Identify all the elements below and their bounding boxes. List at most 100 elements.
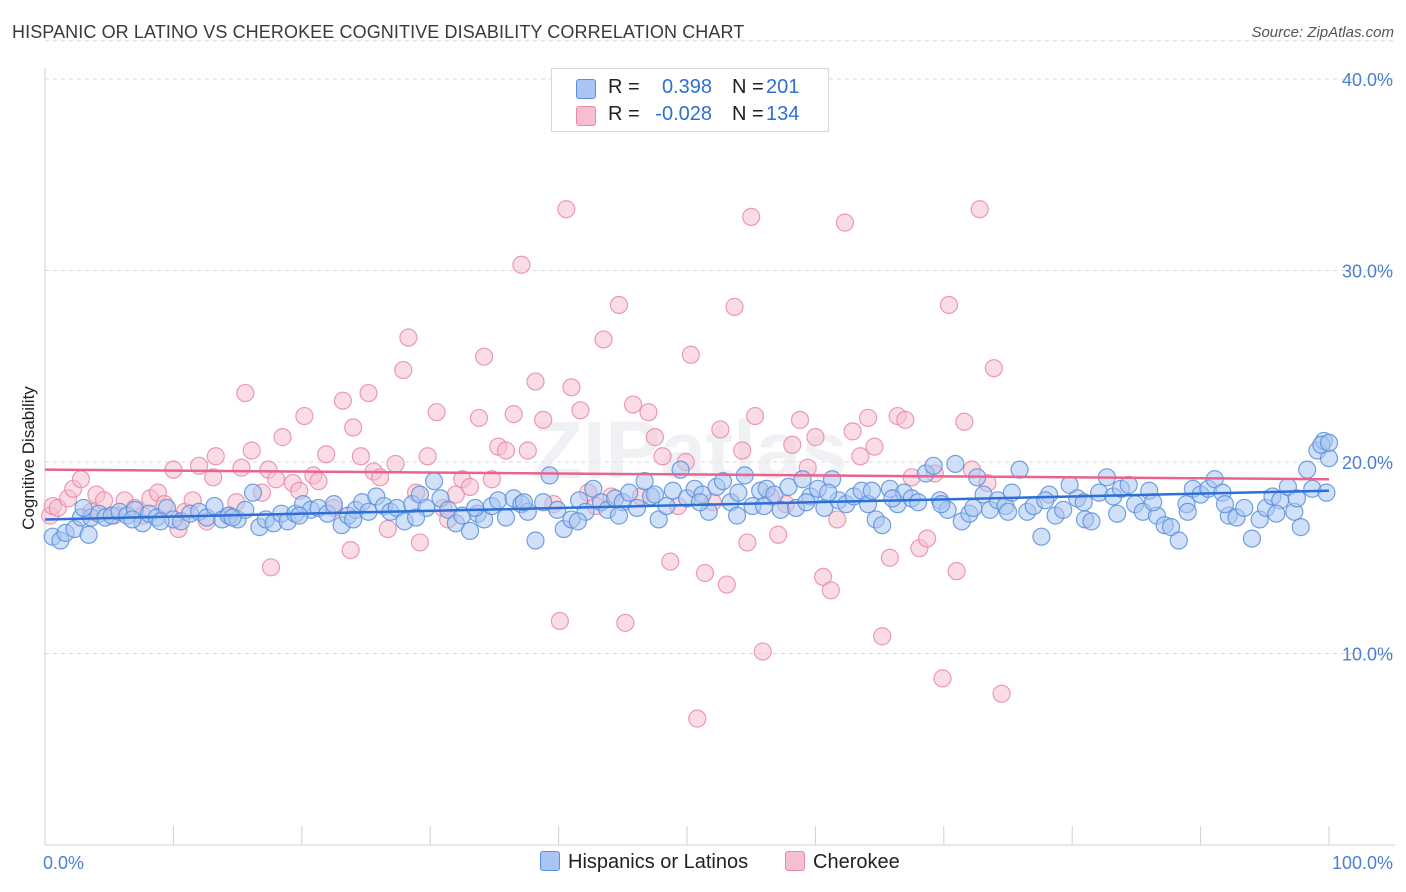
hispanic-point	[123, 510, 142, 529]
cherokee-point	[865, 437, 884, 456]
cherokee-point	[790, 410, 810, 429]
tick-labels: 10.0% 20.0% 30.0% 40.0% 0.0% 100.0%	[43, 70, 1393, 873]
legend-n-label: N =	[732, 76, 764, 98]
cherokee-point	[661, 552, 680, 571]
hispanic-point	[1267, 504, 1286, 523]
cherokee-point	[534, 410, 553, 429]
legend-swatch-blue	[540, 851, 560, 871]
hispanic-point	[1074, 493, 1093, 512]
hispanic-point	[1287, 489, 1307, 508]
legend-r-label: R =	[608, 76, 640, 98]
legend-row-hispanic: R = 0.398 N = 201	[552, 74, 828, 102]
cherokee-point	[236, 383, 255, 403]
cherokee-point	[550, 611, 569, 631]
hispanic-point	[1161, 518, 1181, 537]
cherokee-point	[378, 519, 397, 539]
cherokee-point	[557, 200, 576, 219]
cherokee-point	[71, 470, 91, 489]
cherokee-point	[688, 709, 707, 728]
hispanic-point	[466, 498, 485, 518]
y-tick-label: 30.0%	[1342, 262, 1393, 282]
hispanic-point	[406, 508, 426, 527]
cherokee-point	[394, 360, 413, 380]
cherokee-point	[232, 458, 251, 477]
cherokee-point	[858, 408, 878, 428]
hispanic-point	[1235, 498, 1254, 518]
hispanic-point	[584, 479, 603, 498]
hispanic-points	[43, 431, 1339, 550]
hispanic-point	[344, 510, 363, 529]
hispanic-point	[909, 493, 928, 512]
cherokee-point	[645, 428, 665, 447]
legend-r-value: 0.398	[661, 76, 712, 98]
hispanic-point	[663, 481, 682, 500]
cherokee-point	[295, 406, 314, 426]
y-tick-label: 10.0%	[1342, 645, 1393, 665]
cherokee-point	[695, 563, 715, 583]
axes	[44, 68, 1395, 846]
cherokee-point	[242, 441, 261, 460]
legend-n-value: 134	[766, 103, 800, 125]
cherokee-point	[745, 406, 765, 426]
cherokee-points	[41, 200, 1011, 728]
cherokee-point	[933, 669, 952, 688]
hispanic-point	[1178, 502, 1197, 521]
hispanic-point	[1319, 433, 1339, 452]
y-tick-label: 40.0%	[1342, 70, 1393, 90]
hispanic-point	[713, 472, 733, 491]
cherokee-point	[206, 447, 225, 466]
cherokee-point	[814, 567, 833, 587]
legend-n-label: N =	[732, 103, 764, 125]
trend-lines	[44, 468, 1330, 521]
hispanic-point	[526, 531, 545, 550]
hispanic-point	[1082, 512, 1101, 531]
hispanic-point	[243, 483, 263, 502]
y-tick-label: 20.0%	[1342, 453, 1393, 473]
hispanic-point	[609, 506, 629, 525]
cherokee-point	[653, 447, 672, 466]
cherokee-point	[821, 581, 840, 600]
cherokee-point	[386, 454, 405, 474]
cherokee-point	[344, 418, 363, 437]
hispanic-point	[645, 485, 665, 504]
cherokee-point	[351, 447, 370, 466]
legend-item-hispanics: Hispanics or Latinos	[540, 851, 748, 877]
cherokee-point	[469, 408, 489, 428]
legend-row-cherokee: R = -0.028 N = 134	[552, 101, 828, 129]
y-axis-title: Cognitive Disability	[19, 386, 38, 530]
cherokee-point	[806, 428, 825, 447]
cherokee-point	[783, 435, 802, 454]
cherokee-point	[843, 422, 862, 441]
cherokee-point	[518, 441, 537, 460]
cherokee-point	[711, 420, 730, 439]
source-label: Source: ZipAtlas.com	[1251, 24, 1394, 41]
cherokee-point	[738, 533, 757, 552]
hispanic-point	[151, 512, 170, 531]
cherokee-point	[918, 529, 937, 548]
hispanic-point	[223, 508, 242, 527]
gridlines	[45, 40, 1395, 654]
hispanic-point	[79, 525, 98, 544]
hispanic-point	[627, 498, 647, 518]
cherokee-point	[880, 548, 899, 567]
legend-swatch-pink	[785, 851, 805, 871]
cherokee-point	[427, 403, 446, 422]
hispanic-point	[727, 506, 747, 525]
cherokee-point	[851, 447, 870, 466]
cherokee-point	[939, 295, 959, 315]
cherokee-point	[496, 441, 516, 460]
hispanic-point	[489, 491, 508, 510]
hispanic-point	[998, 502, 1018, 521]
cherokee-point	[410, 533, 430, 552]
hispanic-point	[819, 483, 838, 502]
cherokee-point	[512, 255, 531, 274]
hispanic-point	[1119, 475, 1138, 495]
cherokee-point	[609, 295, 629, 315]
cherokee-point	[769, 525, 788, 544]
cherokee-point	[309, 472, 328, 491]
x-tick-label-max: 100.0%	[1332, 853, 1393, 873]
cherokee-point	[733, 441, 752, 460]
cherokee-point	[984, 359, 1003, 378]
hispanic-point	[779, 477, 798, 496]
hispanic-point	[290, 506, 309, 525]
